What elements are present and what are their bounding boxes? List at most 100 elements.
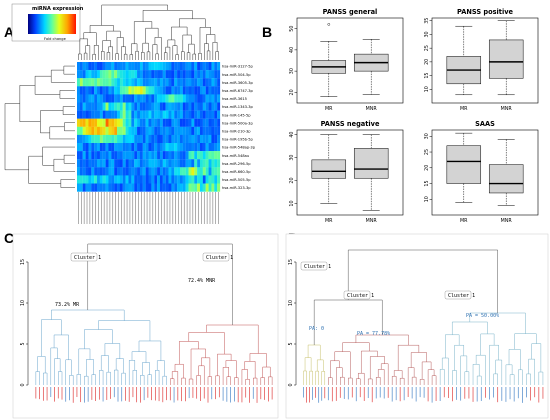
- row-dendrogram-branch: [63, 65, 75, 75]
- column-dendrogram-branch: [89, 25, 114, 33]
- heatmap-cell: [119, 134, 123, 144]
- heatmap-cell: [134, 86, 138, 95]
- heatmap-cell: [208, 78, 212, 87]
- heatmap-cell: [94, 62, 98, 71]
- heatmap-cell: [208, 183, 212, 192]
- heatmap-cell: [88, 78, 92, 87]
- row-dendrogram-branch: [59, 90, 75, 99]
- gene-label: hsa-miR-660-5p: [222, 170, 251, 174]
- heatmap-cell: [205, 102, 209, 111]
- heatmap-cell: [94, 86, 98, 95]
- heatmap-cell: [168, 134, 172, 144]
- heatmap-cell: [159, 151, 163, 160]
- panel-d-dendrogram: 0 5 10 15 Cluster 1 Cluster 1 Cluster 1 PA:…: [285, 233, 549, 419]
- heatmap-cell: [94, 70, 98, 79]
- heatmap-cell: [122, 78, 126, 87]
- heatmap-cell: [142, 183, 146, 192]
- dendrogram-branch: [514, 333, 537, 350]
- heatmap-cell: [217, 183, 221, 192]
- heatmap-cell: [208, 175, 212, 184]
- heatmap-cell: [177, 62, 181, 71]
- heatmap-cell: [194, 167, 198, 176]
- heatmap-cell: [151, 143, 155, 152]
- heatmap-cell: [162, 70, 166, 79]
- heatmap-cell: [197, 118, 201, 127]
- column-dendrogram-branch: [204, 43, 209, 60]
- heatmap-cell: [82, 86, 86, 95]
- heatmap-cell: [79, 134, 83, 144]
- heatmap-cell: [128, 118, 132, 127]
- heatmap-cell: [214, 94, 218, 103]
- heatmap-cell: [217, 78, 221, 87]
- heatmap-cell: [137, 134, 141, 144]
- heatmap-cell: [79, 126, 83, 135]
- heatmap-cell: [102, 175, 106, 184]
- heatmap-cell: [102, 94, 106, 103]
- column-dendrogram-branch: [83, 32, 97, 46]
- svg-text:Cluster 1: Cluster 1: [347, 293, 374, 299]
- heatmap-cell: [102, 183, 106, 192]
- heatmap-cell: [162, 78, 166, 87]
- row-dendrogram-branch: [19, 85, 41, 122]
- heatmap-cell: [77, 78, 80, 87]
- heatmap-cell: [137, 159, 141, 168]
- heatmap-cell: [91, 86, 95, 95]
- heatmap-cell: [99, 78, 103, 87]
- row-dendrogram-branch: [42, 146, 75, 166]
- heatmap-cell: [205, 62, 209, 71]
- heatmap-cell: [159, 126, 163, 135]
- dendrogram-branch: [531, 343, 542, 373]
- heatmap-cell: [77, 110, 80, 119]
- y-tick-label: 25: [424, 149, 430, 155]
- gene-label: hsa-miR-548ap-3p: [222, 146, 256, 150]
- heatmap-cell: [111, 159, 115, 168]
- box: [353, 148, 389, 179]
- y-tick-label: 0: [288, 383, 294, 386]
- dendrogram-branch: [147, 374, 152, 385]
- heatmap-cell: [199, 118, 203, 127]
- heatmap-cell: [119, 143, 123, 152]
- column-dendrogram: [78, 4, 219, 60]
- heatmap-cell: [102, 167, 106, 176]
- heatmap-cell: [165, 94, 169, 103]
- heatmap-cell: [162, 62, 166, 71]
- heatmap-cell: [162, 126, 166, 135]
- heatmap-cell: [137, 102, 141, 111]
- heatmap-cell: [214, 118, 218, 127]
- heatmap-cell: [182, 151, 186, 160]
- heatmap-cell: [174, 183, 178, 192]
- heatmap-cell: [131, 126, 135, 135]
- heatmap-cell: [151, 102, 155, 111]
- heatmap-cell: [179, 94, 183, 103]
- heatmap-cell: [82, 159, 86, 168]
- heatmap-cell: [134, 118, 138, 127]
- y-tick-label: 40: [289, 132, 295, 138]
- dendrogram-branch: [226, 376, 231, 385]
- y-tick-label: 15: [20, 259, 26, 265]
- heatmap-cell: [165, 110, 169, 119]
- heatmap-cell: [125, 143, 129, 152]
- heatmap-cell: [202, 78, 206, 87]
- heatmap-cell: [157, 151, 161, 160]
- heatmap-cell: [162, 110, 166, 119]
- category-label: MNR: [501, 106, 513, 112]
- heatmap-cell: [94, 159, 98, 168]
- dendrogram-branch: [441, 357, 449, 385]
- heatmap-cell: [117, 78, 120, 87]
- heatmap-cell: [162, 167, 166, 176]
- heatmap-cell: [111, 118, 115, 127]
- heatmap-cell: [122, 70, 126, 79]
- heatmap-cell: [154, 118, 158, 127]
- heatmap-cell: [168, 110, 172, 119]
- heatmap-cell: [211, 86, 215, 95]
- heatmap-cell: [77, 102, 80, 111]
- heatmap-cell: [97, 159, 100, 168]
- heatmap-cell: [117, 143, 120, 152]
- heatmap-cell: [85, 151, 89, 160]
- heatmap-cell: [197, 86, 201, 95]
- heatmap-cell: [134, 183, 138, 192]
- heatmap-cell: [119, 94, 123, 103]
- heatmap-cell: [148, 102, 152, 111]
- boxplot-4: SAAS 10 15 20 25 30 MR MNR: [424, 120, 539, 224]
